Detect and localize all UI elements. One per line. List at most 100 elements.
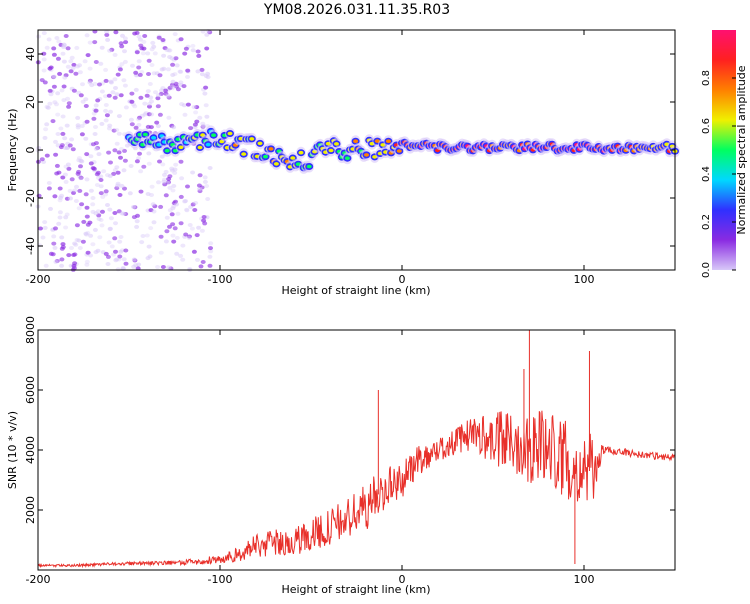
noise-blob bbox=[70, 147, 76, 152]
noise-blob bbox=[64, 146, 70, 150]
noise-blob bbox=[55, 132, 61, 136]
noise-blob bbox=[207, 166, 213, 170]
noise-blob bbox=[45, 105, 51, 110]
noise-blob bbox=[130, 63, 135, 68]
noise-blob bbox=[191, 105, 197, 110]
noise-blob bbox=[185, 74, 190, 79]
noise-blob bbox=[197, 186, 203, 191]
noise-blob bbox=[80, 82, 85, 87]
noise-blob bbox=[170, 62, 176, 67]
noise-blob bbox=[174, 63, 180, 68]
colorbar-tick-label: 0.8 bbox=[701, 70, 712, 86]
noise-blob bbox=[190, 43, 196, 48]
noise-blob bbox=[113, 221, 118, 226]
noise-blob bbox=[115, 183, 121, 188]
noise-blob bbox=[56, 221, 62, 226]
track-core bbox=[241, 152, 247, 156]
noise-blob bbox=[51, 241, 57, 246]
track-core bbox=[290, 156, 296, 160]
noise-blob bbox=[104, 113, 110, 118]
noise-blob bbox=[62, 146, 68, 150]
noise-blob bbox=[99, 45, 105, 50]
noise-blob bbox=[104, 32, 110, 37]
noise-blob bbox=[127, 191, 133, 196]
noise-blob bbox=[103, 192, 109, 197]
noise-blob bbox=[113, 30, 119, 35]
noise-blob bbox=[205, 197, 211, 201]
snr-y-tick-label: 2000 bbox=[24, 496, 37, 524]
noise-blob bbox=[148, 226, 154, 231]
noise-blob bbox=[98, 191, 104, 196]
noise-blob bbox=[193, 110, 199, 115]
noise-blob bbox=[149, 193, 154, 197]
noise-blob bbox=[57, 186, 63, 191]
noise-blob bbox=[42, 135, 48, 140]
noise-blob bbox=[47, 101, 53, 106]
noise-blob bbox=[149, 184, 155, 189]
noise-blob bbox=[194, 119, 200, 124]
noise-blob bbox=[99, 121, 105, 126]
noise-blob bbox=[119, 62, 125, 67]
noise-blob bbox=[151, 44, 157, 49]
snr-x-tick-label: -100 bbox=[208, 573, 233, 586]
noise-blob bbox=[101, 169, 107, 174]
noise-blob bbox=[167, 85, 173, 90]
noise-blob bbox=[51, 46, 57, 51]
noise-blob bbox=[97, 235, 103, 240]
noise-blob bbox=[109, 244, 115, 249]
noise-blob bbox=[134, 219, 140, 224]
noise-blob bbox=[170, 79, 176, 84]
noise-blob bbox=[76, 169, 82, 174]
noise-blob bbox=[170, 233, 176, 238]
track-core bbox=[268, 147, 274, 151]
noise-blob bbox=[112, 95, 118, 100]
noise-blob bbox=[78, 93, 84, 98]
noise-blob bbox=[50, 119, 56, 124]
noise-blob bbox=[70, 65, 76, 70]
noise-blob bbox=[207, 263, 213, 268]
noise-blob bbox=[41, 68, 47, 73]
noise-blob bbox=[173, 162, 179, 167]
noise-blob bbox=[141, 46, 147, 51]
noise-blob bbox=[199, 228, 205, 233]
noise-blob bbox=[183, 232, 189, 237]
noise-blob bbox=[157, 112, 163, 117]
noise-blob bbox=[90, 142, 96, 147]
noise-blob bbox=[136, 65, 142, 70]
noise-blob bbox=[43, 263, 49, 268]
noise-blob bbox=[178, 80, 184, 85]
noise-blob bbox=[129, 122, 135, 127]
noise-blob bbox=[202, 179, 208, 184]
noise-blob bbox=[93, 125, 98, 129]
noise-blob bbox=[65, 162, 71, 167]
noise-blob bbox=[96, 217, 102, 221]
noise-blob bbox=[204, 32, 210, 37]
noise-blob bbox=[106, 93, 112, 98]
noise-blob bbox=[145, 89, 151, 94]
noise-blob bbox=[62, 172, 68, 177]
noise-blob bbox=[87, 66, 93, 71]
noise-blob bbox=[66, 101, 72, 106]
noise-blob bbox=[186, 235, 192, 240]
noise-blob bbox=[182, 51, 188, 56]
noise-blob bbox=[113, 86, 118, 90]
noise-blob bbox=[171, 125, 177, 130]
noise-blob bbox=[55, 56, 61, 61]
noise-blob bbox=[119, 147, 124, 151]
noise-blob bbox=[92, 81, 98, 86]
noise-blob bbox=[154, 120, 160, 125]
noise-blob bbox=[190, 202, 196, 207]
noise-blob bbox=[133, 125, 139, 130]
noise-blob bbox=[146, 72, 151, 76]
noise-blob bbox=[194, 233, 200, 238]
noise-blob bbox=[56, 39, 62, 44]
snr-x-tick-label: 0 bbox=[399, 573, 406, 586]
noise-blob bbox=[135, 266, 141, 271]
noise-blob bbox=[202, 175, 208, 180]
noise-blob bbox=[168, 266, 174, 271]
noise-blob bbox=[187, 234, 192, 239]
noise-blob bbox=[134, 224, 140, 229]
noise-blob bbox=[52, 194, 58, 199]
noise-blob bbox=[112, 168, 118, 173]
noise-blob bbox=[131, 205, 136, 209]
